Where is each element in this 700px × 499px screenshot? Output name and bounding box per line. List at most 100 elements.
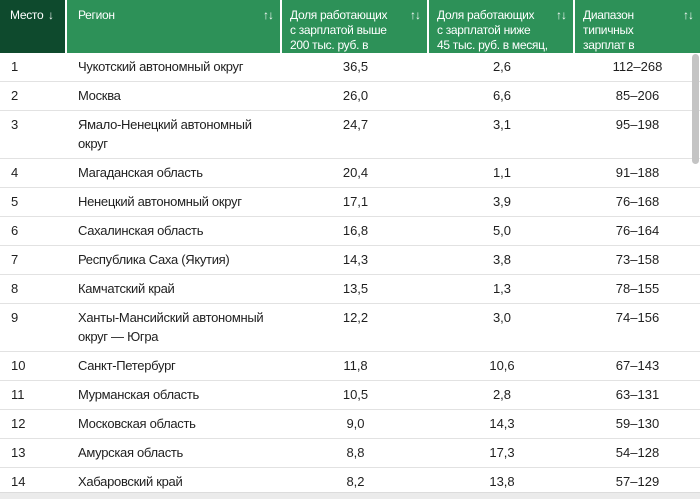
low-share-cell: 1,1 xyxy=(492,165,512,180)
range-cell: 76–164 xyxy=(615,223,660,238)
sort-toggle-icon: ↑↓ xyxy=(263,8,274,22)
bottom-strip xyxy=(0,492,700,499)
place-cell: 9 xyxy=(11,310,19,325)
place-cell: 6 xyxy=(11,223,19,238)
column-header-range-label: Диапазон типичных зарплат в регионе, тыс… xyxy=(583,8,635,52)
place-cell: 1 xyxy=(11,59,19,74)
range-cell: 73–158 xyxy=(615,252,660,267)
high-share-cell: 13,5 xyxy=(342,281,369,296)
range-cell: 85–206 xyxy=(615,88,660,103)
low-share-cell: 5,0 xyxy=(492,223,512,238)
range-cell: 78–155 xyxy=(615,281,660,296)
vertical-scrollbar-thumb[interactable] xyxy=(692,54,699,164)
range-cell: 95–198 xyxy=(615,117,660,132)
place-cell: 12 xyxy=(11,416,26,431)
region-cell: Хабаровский край xyxy=(78,474,183,489)
column-header-place[interactable]: Место ↓ xyxy=(0,0,65,53)
table-row: 10 Санкт-Петербург 11,8 10,6 67–143 xyxy=(0,352,700,381)
table-row: 9 Ханты-Мансийский автономный округ — Юг… xyxy=(0,304,700,352)
range-cell: 54–128 xyxy=(615,445,660,460)
low-share-cell: 3,8 xyxy=(492,252,512,267)
range-cell: 76–168 xyxy=(615,194,660,209)
high-share-cell: 36,5 xyxy=(342,59,369,74)
place-cell: 11 xyxy=(11,387,25,402)
place-cell: 10 xyxy=(11,358,26,373)
low-share-cell: 3,0 xyxy=(492,310,512,325)
range-cell: 59–130 xyxy=(615,416,660,431)
high-share-cell: 8,8 xyxy=(346,445,365,460)
table-header-row: Место ↓ Регион ↑↓ Доля работающих с зарп… xyxy=(0,0,700,53)
high-share-cell: 17,1 xyxy=(342,194,369,209)
low-share-cell: 14,3 xyxy=(489,416,515,431)
place-cell: 5 xyxy=(11,194,19,209)
region-cell: Камчатский край xyxy=(78,281,175,296)
low-share-cell: 1,3 xyxy=(492,281,512,296)
column-header-low-share[interactable]: Доля работающих с зарплатой ниже 45 тыс.… xyxy=(429,0,573,53)
table-row: 8 Камчатский край 13,5 1,3 78–155 xyxy=(0,275,700,304)
low-share-cell: 3,9 xyxy=(492,194,512,209)
range-cell: 74–156 xyxy=(615,310,660,325)
low-share-cell: 17,3 xyxy=(489,445,515,460)
high-share-cell: 24,7 xyxy=(342,117,369,132)
high-share-cell: 26,0 xyxy=(342,88,369,103)
vertical-scrollbar-track xyxy=(691,53,700,492)
high-share-cell: 12,2 xyxy=(342,310,369,325)
table-row: 4 Магаданская область 20,4 1,1 91–188 xyxy=(0,159,700,188)
region-cell: Московская область xyxy=(78,416,196,431)
sort-toggle-icon: ↑↓ xyxy=(556,8,567,22)
table-row: 11 Мурманская область 10,5 2,8 63–131 xyxy=(0,381,700,410)
high-share-cell: 10,5 xyxy=(342,387,369,402)
low-share-cell: 2,6 xyxy=(492,59,512,74)
region-cell: Сахалинская область xyxy=(78,223,204,238)
high-share-cell: 8,2 xyxy=(346,474,365,489)
place-cell: 13 xyxy=(11,445,26,460)
sort-toggle-icon: ↑↓ xyxy=(410,8,421,22)
high-share-cell: 16,8 xyxy=(342,223,369,238)
high-share-cell: 20,4 xyxy=(342,165,369,180)
region-cell: Ненецкий автономный округ xyxy=(78,194,242,209)
table-row: 2 Москва 26,0 6,6 85–206 xyxy=(0,82,700,111)
table-row: 3 Ямало-Ненецкий автономный округ 24,7 3… xyxy=(0,111,700,159)
high-share-cell: 14,3 xyxy=(342,252,369,267)
range-cell: 67–143 xyxy=(615,358,660,373)
low-share-cell: 10,6 xyxy=(489,358,515,373)
place-cell: 14 xyxy=(11,474,26,489)
column-header-range[interactable]: Диапазон типичных зарплат в регионе, тыс… xyxy=(575,0,700,53)
column-header-region-label: Регион xyxy=(78,8,115,22)
place-cell: 2 xyxy=(11,88,19,103)
table-row: 13 Амурская область 8,8 17,3 54–128 xyxy=(0,439,700,468)
high-share-cell: 9,0 xyxy=(346,416,365,431)
sort-desc-icon: ↓ xyxy=(48,8,54,22)
region-cell: Ямало-Ненецкий автономный округ xyxy=(78,117,252,151)
range-cell: 91–188 xyxy=(615,165,660,180)
table-row: 7 Республика Саха (Якутия) 14,3 3,8 73–1… xyxy=(0,246,700,275)
region-cell: Ханты-Мансийский автономный округ — Югра xyxy=(78,310,264,344)
table-body: 1 Чукотский автономный округ 36,5 2,6 11… xyxy=(0,53,700,499)
table-row: 1 Чукотский автономный округ 36,5 2,6 11… xyxy=(0,53,700,82)
region-cell: Чукотский автономный округ xyxy=(78,59,244,74)
column-header-low-share-label: Доля работающих с зарплатой ниже 45 тыс.… xyxy=(437,8,548,52)
column-header-high-share[interactable]: Доля работающих с зарплатой выше 200 тыс… xyxy=(282,0,427,53)
range-cell: 63–131 xyxy=(615,387,660,402)
table-row: 6 Сахалинская область 16,8 5,0 76–164 xyxy=(0,217,700,246)
column-header-region[interactable]: Регион ↑↓ xyxy=(67,0,280,53)
table-row: 5 Ненецкий автономный округ 17,1 3,9 76–… xyxy=(0,188,700,217)
sort-toggle-icon: ↑↓ xyxy=(683,8,694,22)
low-share-cell: 6,6 xyxy=(492,88,512,103)
region-cell: Магаданская область xyxy=(78,165,203,180)
place-cell: 4 xyxy=(11,165,19,180)
high-share-cell: 11,8 xyxy=(343,358,368,373)
place-cell: 7 xyxy=(11,252,19,267)
column-header-high-share-label: Доля работающих с зарплатой выше 200 тыс… xyxy=(290,8,388,52)
low-share-cell: 2,8 xyxy=(492,387,512,402)
region-cell: Санкт-Петербург xyxy=(78,358,176,373)
low-share-cell: 13,8 xyxy=(489,474,515,489)
range-cell: 112–268 xyxy=(612,59,663,74)
place-cell: 3 xyxy=(11,117,19,132)
region-cell: Москва xyxy=(78,88,121,103)
region-cell: Амурская область xyxy=(78,445,184,460)
region-cell: Республика Саха (Якутия) xyxy=(78,252,230,267)
place-cell: 8 xyxy=(11,281,19,296)
table-row: 12 Московская область 9,0 14,3 59–130 xyxy=(0,410,700,439)
